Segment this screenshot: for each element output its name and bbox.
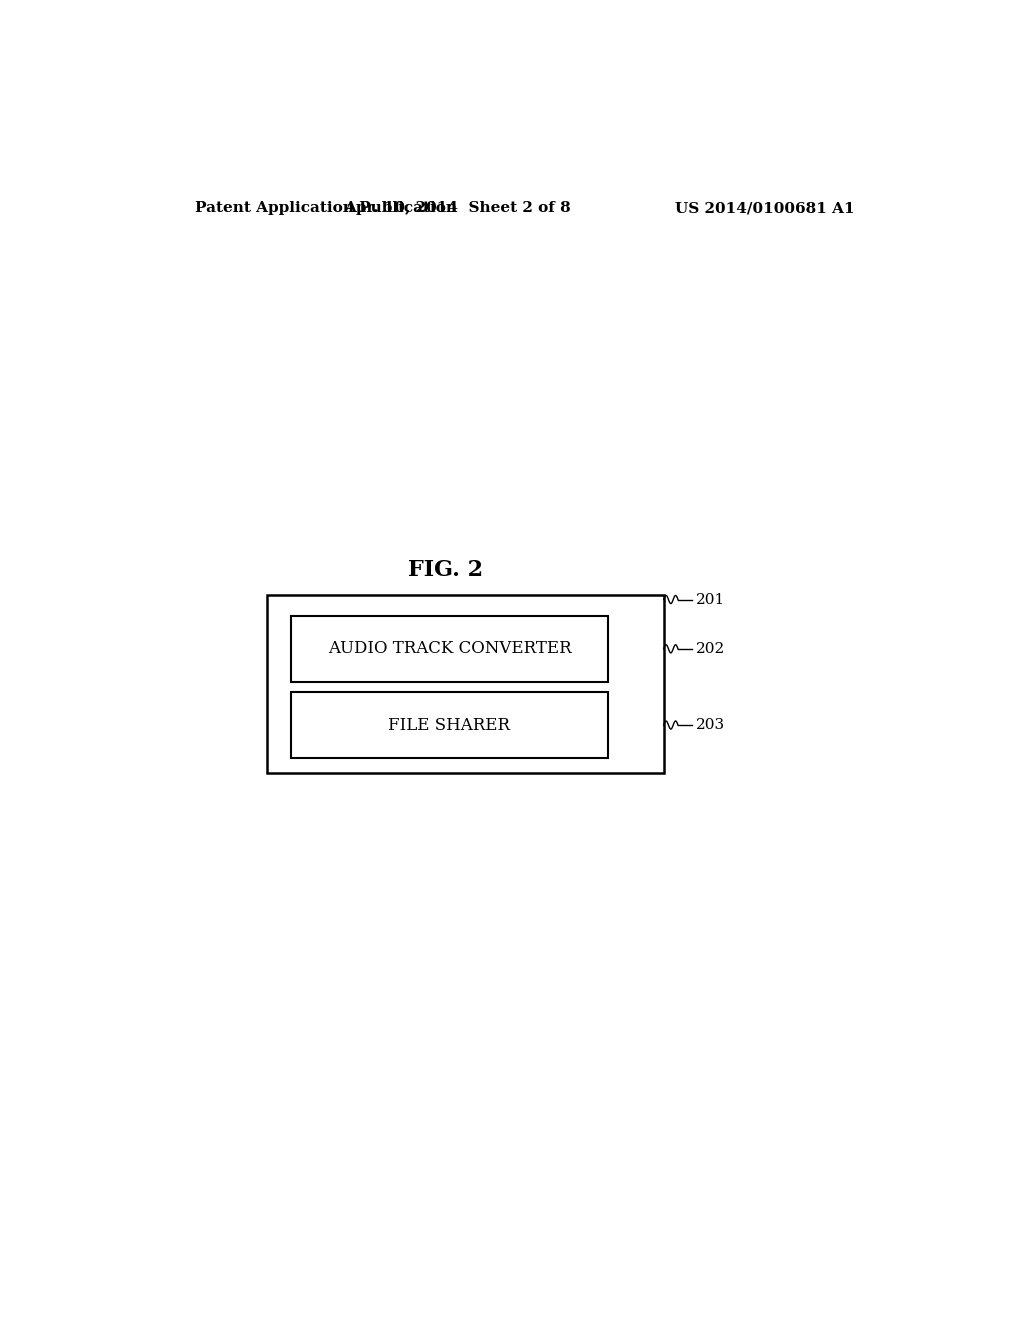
Text: Apr. 10, 2014  Sheet 2 of 8: Apr. 10, 2014 Sheet 2 of 8: [344, 201, 570, 215]
Text: FILE SHARER: FILE SHARER: [388, 717, 510, 734]
Bar: [267, 595, 664, 774]
Text: 203: 203: [696, 718, 725, 733]
Bar: [291, 692, 608, 758]
Text: 202: 202: [696, 642, 725, 656]
Text: AUDIO TRACK CONVERTER: AUDIO TRACK CONVERTER: [328, 640, 571, 657]
Text: FIG. 2: FIG. 2: [408, 560, 483, 581]
Bar: [291, 615, 608, 682]
Text: Patent Application Publication: Patent Application Publication: [196, 201, 458, 215]
Text: US 2014/0100681 A1: US 2014/0100681 A1: [675, 201, 854, 215]
Text: 201: 201: [696, 593, 725, 606]
